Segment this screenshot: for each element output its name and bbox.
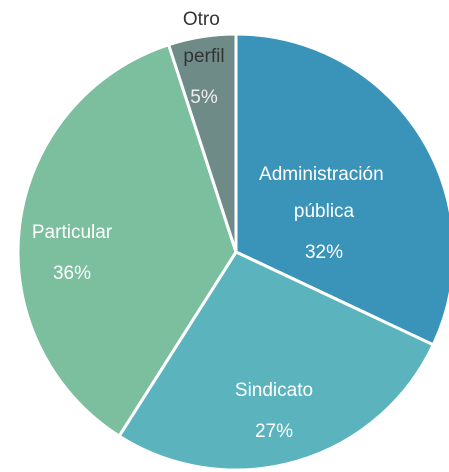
value-label: 27% <box>255 421 293 442</box>
value-label: 5% <box>190 87 218 108</box>
slice-label: Particular <box>32 222 113 243</box>
value-label: 32% <box>305 242 343 263</box>
pie-slice <box>166 32 238 253</box>
slice-label: Sindicato <box>235 380 313 401</box>
slice-label: Otro perfil <box>183 9 225 67</box>
slice-label: Administración pública <box>259 164 389 222</box>
pie-slice <box>117 250 436 472</box>
value-label: 36% <box>53 263 91 284</box>
pie-slice <box>234 32 449 347</box>
pie-slice <box>16 42 238 439</box>
